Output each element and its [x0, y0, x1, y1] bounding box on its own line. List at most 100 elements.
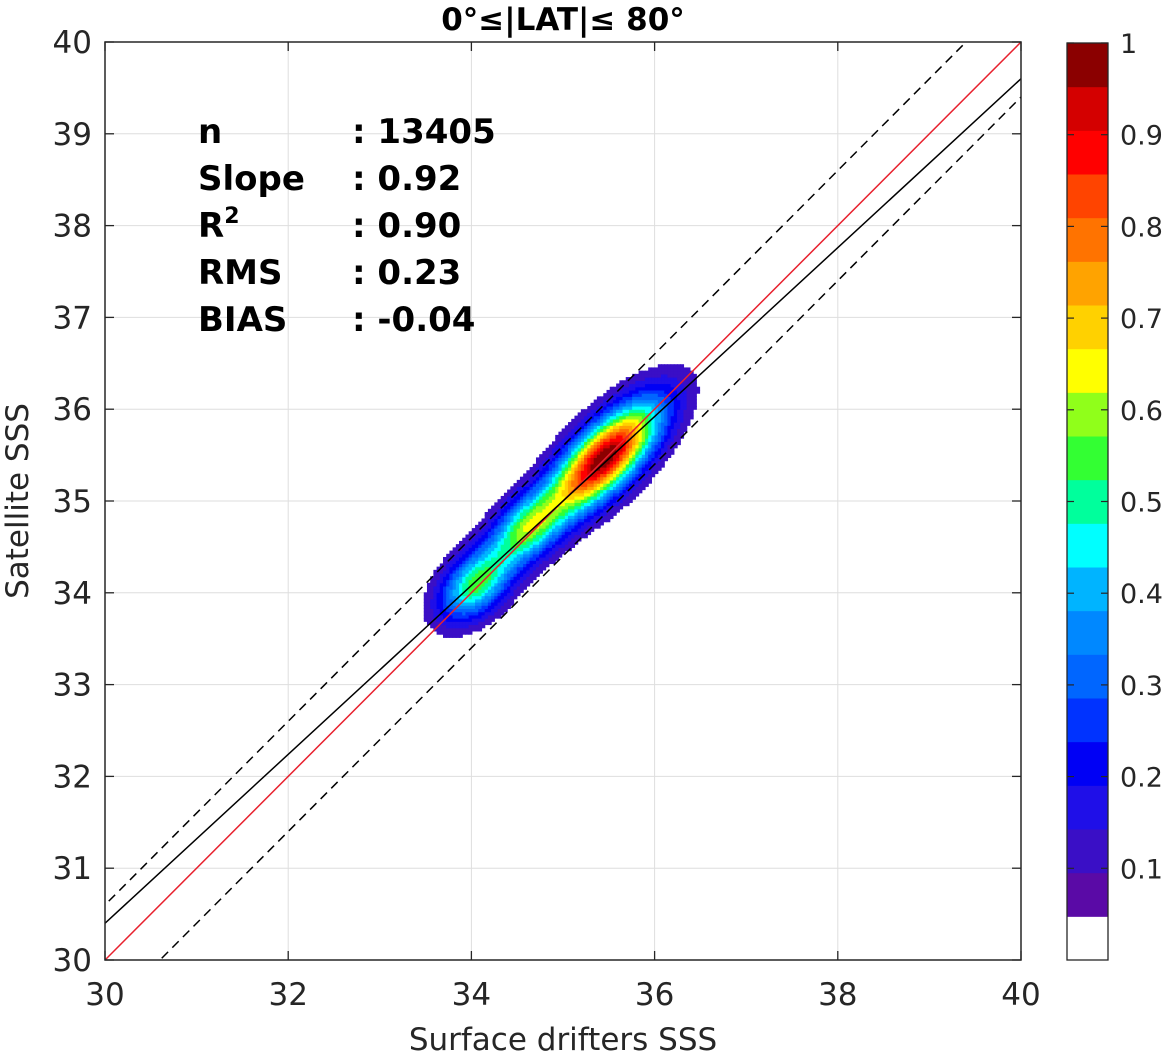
density-cell [436, 611, 441, 616]
density-cell [475, 624, 479, 629]
density-cell [500, 566, 505, 571]
density-cell [680, 402, 685, 407]
density-cell [667, 444, 672, 449]
density-cell [673, 399, 678, 404]
density-cell [465, 624, 470, 629]
density-cell [513, 560, 518, 565]
density-cell [519, 544, 524, 548]
density-cell [654, 377, 659, 381]
density-cell [564, 489, 569, 494]
density-cell [689, 383, 694, 388]
density-cell [462, 611, 467, 616]
density-cell [632, 396, 636, 401]
density-cell [510, 531, 515, 536]
colorbar-segment [1067, 436, 1108, 481]
density-cell [577, 463, 582, 468]
density-cell [494, 598, 499, 603]
density-cell [535, 560, 540, 565]
density-cell [670, 418, 675, 423]
density-cell [491, 605, 495, 609]
density-cell [497, 595, 502, 600]
density-cell [577, 521, 582, 526]
density-cell [587, 412, 592, 417]
colorbar-segment [1067, 348, 1108, 393]
density-cell [644, 476, 649, 481]
density-cell [491, 521, 495, 526]
density-cell [619, 412, 624, 417]
density-cell [500, 598, 505, 603]
density-cell [641, 444, 646, 449]
density-cell [641, 396, 646, 401]
density-cell [580, 428, 585, 433]
density-cell [548, 508, 553, 513]
density-cell [548, 444, 553, 449]
density-cell [661, 370, 665, 375]
density-cell [513, 518, 518, 523]
density-cell [497, 521, 502, 526]
density-cell [596, 502, 601, 507]
density-cell [651, 460, 656, 465]
density-cell [564, 479, 569, 484]
density-cell [555, 479, 560, 484]
density-cell [577, 412, 582, 417]
density-cell [497, 512, 502, 516]
density-cell [664, 402, 669, 407]
density-cell [478, 550, 483, 555]
density-cell [593, 428, 598, 433]
density-cell [529, 547, 534, 552]
density-cell [564, 434, 569, 439]
density-cell [644, 431, 649, 436]
density-cell [661, 457, 665, 462]
density-cell [638, 447, 643, 452]
density-cell [500, 518, 505, 523]
density-cell [593, 524, 598, 529]
density-cell [561, 544, 566, 548]
density-cell [443, 601, 447, 606]
density-cell [612, 409, 617, 414]
density-cell [494, 614, 499, 619]
density-cell [584, 505, 588, 510]
density-cell [632, 454, 636, 458]
density-cell [641, 438, 646, 442]
density-cell [619, 479, 624, 484]
density-cell [523, 499, 527, 503]
density-cell [593, 444, 598, 449]
density-cell [519, 521, 524, 526]
density-cell [580, 454, 585, 458]
density-cell [635, 434, 640, 439]
density-cell [680, 377, 685, 381]
density-cell [446, 579, 451, 584]
density-cell [497, 505, 502, 510]
density-cell [487, 557, 492, 561]
density-cell [564, 537, 569, 542]
density-cell [548, 483, 553, 487]
density-cell [568, 467, 572, 471]
density-cell [693, 405, 697, 410]
density-cell [600, 450, 604, 455]
density-cell [673, 393, 678, 397]
density-cell [564, 463, 569, 468]
density-cell [625, 495, 630, 500]
density-cell [503, 512, 508, 516]
density-cell [519, 528, 524, 532]
density-cell [651, 412, 656, 417]
density-cell [622, 396, 627, 401]
density-cell [449, 569, 454, 574]
density-cell [612, 470, 617, 475]
density-cell [513, 512, 518, 516]
density-cell [503, 576, 508, 581]
density-cell [661, 364, 665, 369]
density-cell [475, 605, 479, 609]
density-cell [596, 524, 601, 529]
density-cell [683, 402, 688, 407]
density-cell [587, 454, 592, 458]
density-cell [487, 618, 492, 622]
density-cell [622, 495, 627, 500]
density-cell [558, 467, 563, 471]
density-cell [622, 386, 627, 391]
density-cell [580, 425, 585, 430]
density-cell [632, 431, 636, 436]
density-cell [465, 608, 470, 613]
density-cell [571, 444, 576, 449]
density-cell [542, 450, 547, 455]
